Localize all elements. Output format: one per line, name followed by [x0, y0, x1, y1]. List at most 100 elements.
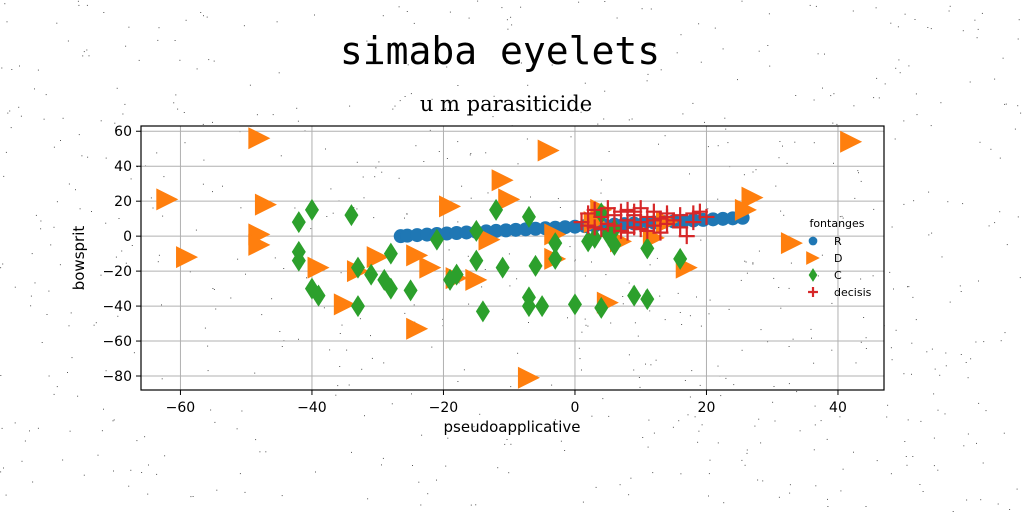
speckle	[855, 362, 857, 364]
speckle	[469, 154, 471, 156]
speckle	[911, 342, 913, 344]
speckle	[600, 179, 602, 181]
speckle	[684, 380, 686, 381]
speckle	[920, 420, 922, 422]
speckle	[35, 214, 37, 216]
speckle	[928, 234, 930, 236]
speckle	[1002, 57, 1004, 59]
data-point	[420, 227, 435, 242]
speckle	[833, 162, 834, 164]
data-point	[627, 284, 642, 307]
speckle	[196, 68, 198, 70]
speckle	[404, 312, 406, 314]
speckle	[628, 494, 630, 496]
speckle	[789, 484, 791, 486]
speckle	[930, 125, 932, 127]
data-point	[685, 214, 702, 231]
speckle	[335, 394, 337, 396]
speckle	[463, 369, 465, 371]
data-point	[599, 200, 616, 217]
speckle	[56, 386, 58, 388]
speckle	[70, 312, 72, 314]
speckle	[700, 325, 702, 327]
speckle	[239, 473, 241, 475]
speckle	[68, 183, 70, 185]
speckle	[622, 296, 624, 297]
speckle	[794, 141, 796, 143]
speckle	[281, 495, 283, 497]
speckle	[873, 97, 875, 99]
speckle	[677, 292, 679, 294]
speckle	[631, 118, 633, 120]
speckle	[216, 489, 218, 491]
speckle	[88, 55, 90, 57]
speckle	[813, 362, 815, 364]
speckle	[907, 286, 908, 288]
data-point	[632, 221, 649, 238]
speckle	[580, 111, 582, 113]
speckle	[394, 105, 396, 107]
speckle	[836, 123, 838, 125]
speckle	[767, 45, 769, 46]
speckle	[974, 19, 976, 21]
speckle	[484, 269, 486, 270]
speckle	[421, 434, 423, 436]
series-decisis	[573, 200, 715, 245]
data-point	[491, 169, 514, 192]
data-point	[403, 279, 418, 302]
speckle	[600, 192, 602, 194]
speckle	[62, 117, 64, 119]
speckle	[630, 477, 632, 479]
speckle	[517, 352, 519, 354]
speckle	[415, 145, 417, 147]
speckle	[822, 87, 823, 89]
speckle	[468, 303, 470, 305]
data-point	[594, 296, 609, 319]
speckle	[649, 310, 651, 312]
data-point	[715, 211, 730, 226]
speckle	[689, 315, 691, 317]
speckle	[858, 172, 859, 174]
speckle	[381, 171, 383, 173]
speckle	[475, 504, 477, 506]
speckle	[886, 416, 888, 418]
data-point	[465, 268, 488, 291]
speckle	[37, 427, 39, 429]
speckle	[1020, 112, 1022, 114]
speckle	[788, 287, 790, 289]
speckle	[773, 277, 775, 279]
speckle	[93, 324, 95, 326]
speckle	[157, 261, 159, 263]
speckle	[966, 499, 968, 501]
speckle	[575, 259, 576, 261]
speckle	[144, 436, 146, 438]
speckle	[708, 313, 710, 315]
speckle	[276, 21, 278, 23]
speckle	[700, 239, 702, 241]
data-point	[176, 246, 199, 269]
legend-marker	[808, 236, 818, 246]
speckle	[1004, 332, 1006, 334]
data-point	[410, 228, 425, 243]
speckle	[645, 363, 646, 365]
speckle	[190, 496, 192, 498]
speckle	[841, 215, 843, 217]
speckle	[255, 439, 257, 441]
speckle	[701, 424, 703, 426]
data-point	[333, 293, 356, 316]
speckle	[136, 440, 138, 442]
speckle	[814, 424, 816, 426]
speckle	[83, 51, 85, 53]
speckle	[820, 420, 822, 422]
speckle	[283, 268, 285, 269]
speckle	[272, 114, 274, 116]
data-point	[558, 220, 573, 235]
data-point	[406, 244, 429, 267]
speckle	[330, 188, 332, 190]
speckle	[1, 67, 3, 69]
speckle	[32, 481, 34, 483]
speckle	[884, 83, 886, 85]
speckle	[814, 405, 816, 407]
data-point	[632, 200, 649, 217]
speckle	[339, 366, 341, 367]
